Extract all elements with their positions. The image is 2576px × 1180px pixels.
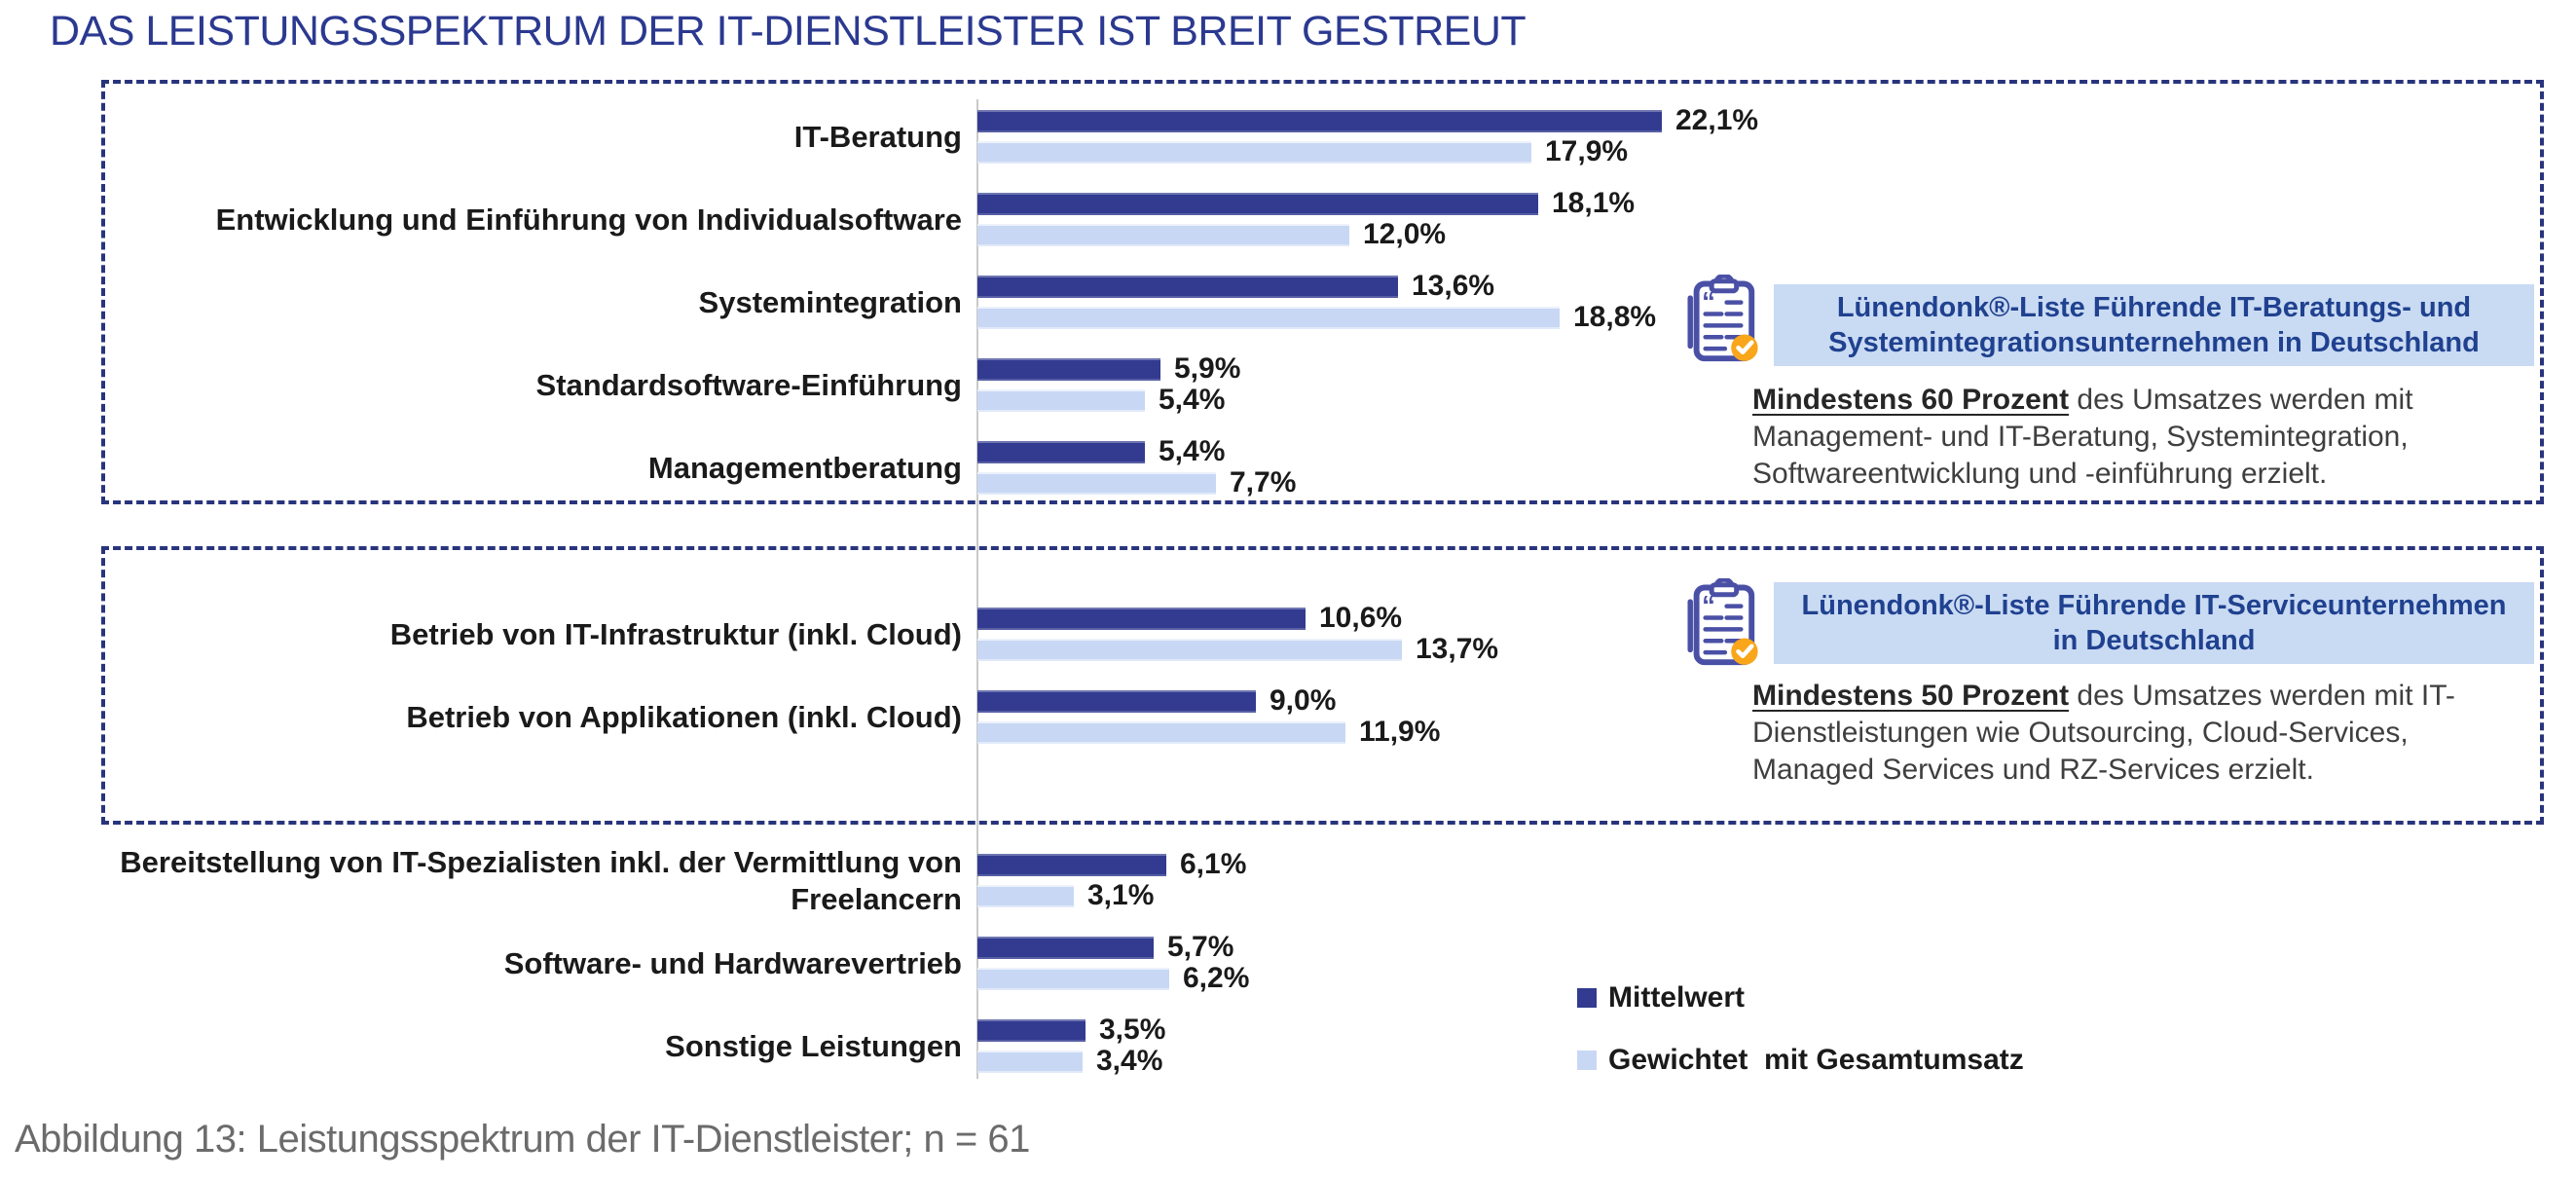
page-title: DAS LEISTUNGSSPEKTRUM DER IT-DIENSTLEIST… xyxy=(50,8,1527,55)
bar-gewichtet xyxy=(977,224,1349,246)
figure-caption: Abbildung 13: Leistungsspektrum der IT-D… xyxy=(15,1118,1030,1161)
bar-gewichtet xyxy=(977,968,1169,990)
clipboard-check-icon: “ xyxy=(1682,273,1764,364)
legend-swatch-mittelwert xyxy=(1577,988,1597,1008)
bar-value-label: 18,1% xyxy=(1552,187,1636,219)
bar-value-label: 5,4% xyxy=(1159,384,1226,416)
annotation-lead: Mindestens 50 Prozent xyxy=(1752,680,2070,712)
annotation-title: Lünendonk®-Liste Führende IT-Serviceunte… xyxy=(1774,582,2534,664)
bar-value-label: 13,7% xyxy=(1416,633,1499,665)
category-label: Software- und Hardwarevertrieb xyxy=(503,946,962,980)
category-label: Bereitstellung von IT-Spezialisten inkl.… xyxy=(120,845,962,916)
bar-mittelwert xyxy=(977,193,1538,215)
legend-swatch-gewichtet xyxy=(1577,1051,1597,1070)
category-label: Betrieb von Applikationen (inkl. Cloud) xyxy=(406,700,962,734)
axis-line xyxy=(976,99,978,1079)
annotation-title: Lünendonk®-Liste Führende IT-Beratungs- … xyxy=(1774,284,2534,366)
bar-value-label: 5,7% xyxy=(1167,931,1234,963)
legend-label-mittelwert: Mittelwert xyxy=(1608,981,1746,1014)
category-label: Managementberatung xyxy=(647,451,962,485)
bar-value-label: 3,5% xyxy=(1099,1014,1166,1046)
group-box-1 xyxy=(101,80,2544,504)
bar-mittelwert xyxy=(977,1019,1086,1042)
svg-text:“: “ xyxy=(1702,286,1715,316)
group-box-2 xyxy=(101,546,2544,825)
bar-value-label: 17,9% xyxy=(1545,135,1629,167)
bar-gewichtet xyxy=(977,721,1345,744)
bar-mittelwert xyxy=(977,276,1398,298)
bar-value-label: 5,4% xyxy=(1159,435,1226,467)
bar-gewichtet xyxy=(977,1051,1083,1073)
bar-mittelwert xyxy=(977,937,1154,959)
bar-gewichtet xyxy=(977,472,1216,495)
bar-value-label: 13,6% xyxy=(1412,270,1495,302)
bar-value-label: 3,1% xyxy=(1087,879,1155,911)
bar-value-label: 3,4% xyxy=(1096,1045,1163,1077)
bar-mittelwert xyxy=(977,854,1166,876)
bar-value-label: 9,0% xyxy=(1270,684,1337,717)
bar-gewichtet xyxy=(977,141,1531,164)
bar-value-label: 5,9% xyxy=(1174,352,1241,385)
bar-value-label: 12,0% xyxy=(1363,218,1447,250)
bar-value-label: 10,6% xyxy=(1319,602,1403,634)
bar-mittelwert xyxy=(977,690,1256,713)
bar-mittelwert xyxy=(977,608,1306,630)
bar-mittelwert xyxy=(977,110,1662,132)
bar-value-label: 11,9% xyxy=(1359,716,1441,748)
bar-gewichtet xyxy=(977,639,1402,661)
annotation-body: Mindestens 60 Prozent des Umsatzes werde… xyxy=(1752,384,2413,490)
bar-gewichtet xyxy=(977,389,1145,412)
bar-value-label: 6,2% xyxy=(1183,962,1250,994)
svg-text:“: “ xyxy=(1702,590,1715,620)
clipboard-check-icon: “ xyxy=(1682,576,1764,668)
legend-item-gewichtet: Gewichtet mit Gesamtumsatz xyxy=(1577,1044,2024,1076)
category-label: Standardsoftware-Einführung xyxy=(535,368,962,402)
bar-value-label: 7,7% xyxy=(1230,466,1297,498)
bar-value-label: 22,1% xyxy=(1675,104,1759,136)
bar-gewichtet xyxy=(977,307,1560,329)
bar-gewichtet xyxy=(977,885,1074,907)
bar-value-label: 6,1% xyxy=(1180,848,1247,880)
category-label: IT-Beratung xyxy=(793,120,962,154)
legend-label-gewichtet: Gewichtet mit Gesamtumsatz xyxy=(1608,1044,2024,1076)
bar-mittelwert xyxy=(977,441,1145,463)
category-label: Sonstige Leistungen xyxy=(665,1029,962,1063)
category-label: Systemintegration xyxy=(698,285,962,319)
category-label: Betrieb von IT-Infrastruktur (inkl. Clou… xyxy=(389,617,962,651)
annotation-body: Mindestens 50 Prozent des Umsatzes werde… xyxy=(1752,680,2455,786)
annotation-lead: Mindestens 60 Prozent xyxy=(1752,384,2070,416)
bar-mittelwert xyxy=(977,358,1160,381)
category-label: Entwicklung und Einführung von Individua… xyxy=(215,203,962,237)
bar-value-label: 18,8% xyxy=(1573,301,1657,333)
legend-item-mittelwert: Mittelwert xyxy=(1577,981,1746,1014)
